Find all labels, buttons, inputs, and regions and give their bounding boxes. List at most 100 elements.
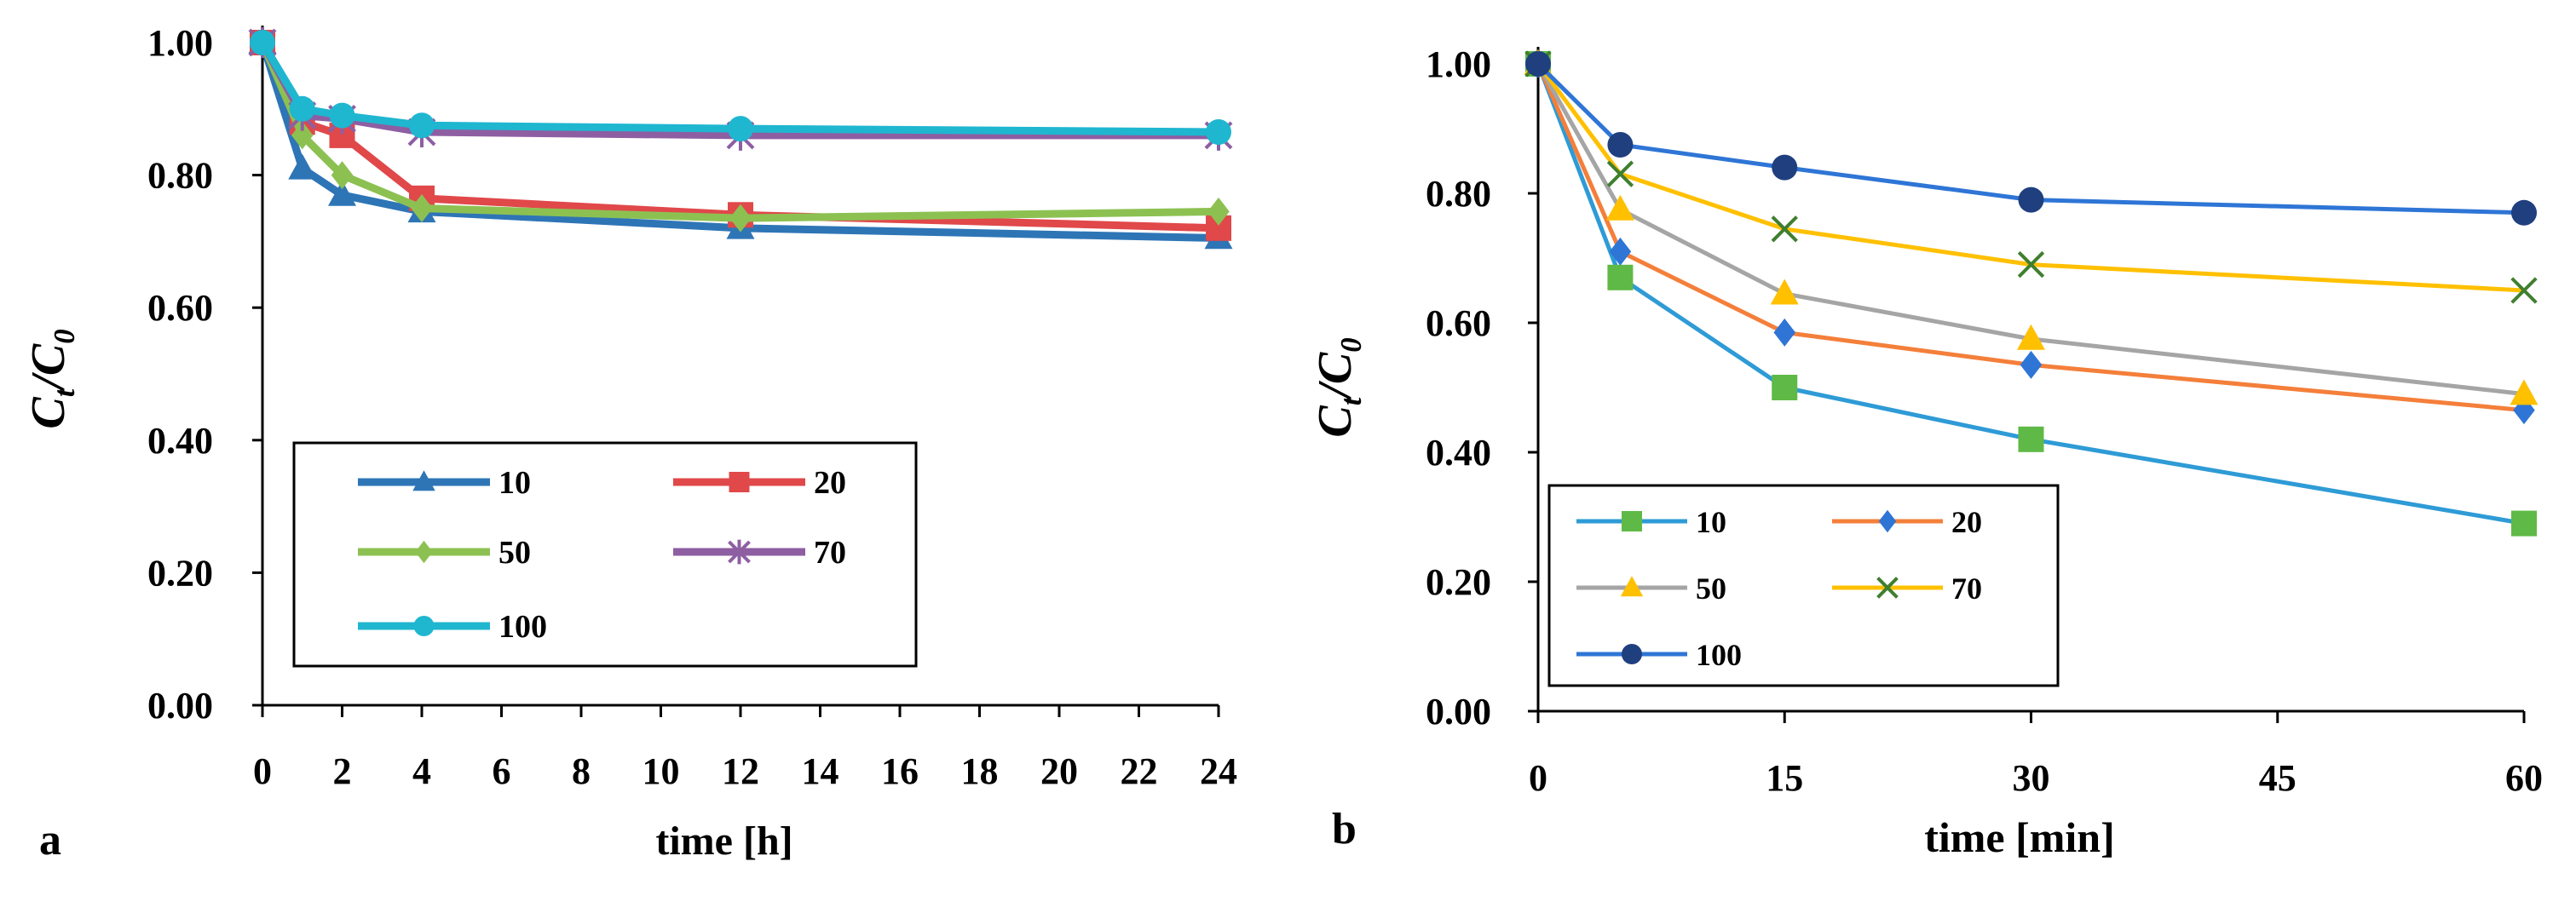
legend-label: 20 — [814, 465, 846, 501]
data-point — [2017, 250, 2045, 279]
data-point — [1606, 160, 1634, 187]
data-point — [1605, 194, 1634, 221]
data-point — [329, 102, 355, 129]
data-point — [409, 112, 435, 139]
x-tick-label: 30 — [2013, 757, 2050, 799]
legend-label: 10 — [498, 465, 531, 501]
y-tick-label: 1.00 — [1426, 43, 1491, 85]
legend-marker — [415, 540, 433, 564]
series-line — [1536, 62, 2525, 293]
series-100 — [1525, 51, 2537, 226]
x-tick-label: 0 — [253, 750, 272, 792]
data-point — [411, 194, 433, 222]
data-point — [2018, 187, 2044, 213]
data-point — [1772, 375, 1798, 400]
legend-item-70: 70 — [1832, 572, 1982, 606]
x-tick-label: 10 — [643, 750, 680, 792]
x-tick-label: 14 — [802, 750, 839, 792]
data-point — [728, 116, 753, 142]
y-axis-label-part: 0 — [48, 329, 81, 343]
data-point — [328, 180, 356, 206]
x-tick-label: 24 — [1200, 750, 1237, 792]
panel-label: b — [1332, 805, 1357, 853]
x-tick-label: 8 — [572, 750, 591, 792]
legend-marker — [1620, 576, 1644, 597]
legend: 10 20 50 70 100 — [292, 441, 918, 668]
series-70 — [1524, 50, 2538, 304]
data-point — [2510, 379, 2539, 405]
y-tick-label: 0.80 — [147, 155, 213, 197]
legend-item-20: 20 — [673, 465, 846, 501]
data-point — [250, 30, 275, 55]
y-tick-label: 0.00 — [1426, 691, 1491, 732]
data-point — [1773, 318, 1795, 347]
legend-item-50: 50 — [358, 535, 531, 571]
y-axis-label-part: t — [1334, 396, 1368, 405]
legend-marker — [1622, 511, 1642, 531]
legend-marker — [729, 472, 750, 492]
x-tick-label: 16 — [881, 750, 919, 792]
data-point — [291, 121, 314, 150]
legend-label: 100 — [498, 609, 547, 645]
chart-panel-a: 0.000.200.400.600.801.000 2 4 6 8 10 12 14 16 18 2… — [22, 22, 1237, 864]
y-tick-label: 0.20 — [1426, 561, 1491, 603]
y-tick-label: 0.60 — [147, 287, 213, 329]
series-10 — [1525, 51, 2537, 537]
series-100 — [250, 30, 1231, 146]
data-point — [289, 95, 315, 122]
legend-label: 20 — [1951, 505, 1982, 539]
y-axis-label-part: /C — [1309, 352, 1362, 401]
y-axis-label-part: 0 — [1334, 337, 1368, 352]
legend-marker — [1622, 644, 1642, 664]
panel-label: a — [39, 816, 61, 864]
legend-marker — [412, 470, 435, 491]
legend-item-70: 70 — [673, 535, 846, 571]
legend-label: 70 — [814, 535, 846, 571]
series-line — [1536, 63, 2525, 526]
data-point — [2511, 199, 2537, 226]
legend-marker — [1878, 509, 1897, 533]
legend-label: 50 — [1696, 572, 1726, 606]
x-tick-label: 2 — [333, 750, 352, 792]
legend-marker — [1876, 577, 1899, 599]
data-point — [2020, 350, 2043, 379]
data-point — [729, 204, 752, 233]
data-point — [2511, 510, 2537, 537]
legend-label: 10 — [1696, 505, 1726, 539]
y-tick-label: 0.20 — [147, 552, 213, 594]
data-point — [1525, 51, 1551, 77]
legend-item-20: 20 — [1832, 505, 1982, 539]
data-point — [1206, 119, 1231, 146]
y-axis-label-part: C — [22, 397, 75, 429]
legend-label: 100 — [1696, 638, 1742, 672]
y-axis-label-part: /C — [22, 343, 75, 393]
y-tick-label: 0.40 — [1426, 432, 1491, 474]
data-point — [1609, 237, 1632, 266]
legend: 10 20 50 70 100 — [1547, 484, 2060, 687]
data-point — [1607, 132, 1634, 158]
x-tick-label: 6 — [493, 750, 511, 792]
y-tick-label: 0.80 — [1426, 173, 1491, 215]
data-point — [1772, 154, 1798, 181]
data-point — [1771, 215, 1798, 243]
y-axis-label-part: t — [48, 388, 81, 397]
legend-label: 70 — [1951, 572, 1982, 606]
series-line — [259, 40, 1219, 136]
x-tick-label: 45 — [2259, 757, 2297, 799]
y-axis-label-part: C — [1309, 405, 1362, 438]
legend-item-50: 50 — [1576, 572, 1726, 606]
y-axis-label: Ct/C0 — [22, 329, 81, 428]
x-tick-label: 12 — [722, 750, 759, 792]
y-tick-label: 0.60 — [1426, 302, 1491, 344]
y-tick-label: 0.40 — [147, 420, 213, 462]
data-point — [1607, 264, 1634, 290]
data-point — [1770, 279, 1799, 305]
x-tick-label: 22 — [1121, 750, 1158, 792]
y-axis-label: Ct/C0 — [1309, 337, 1368, 437]
legend-marker — [728, 539, 751, 565]
data-point — [288, 153, 317, 180]
data-point — [1207, 197, 1230, 226]
series-line — [258, 41, 1219, 243]
x-tick-label: 18 — [961, 750, 999, 792]
x-tick-label: 60 — [2505, 757, 2543, 799]
